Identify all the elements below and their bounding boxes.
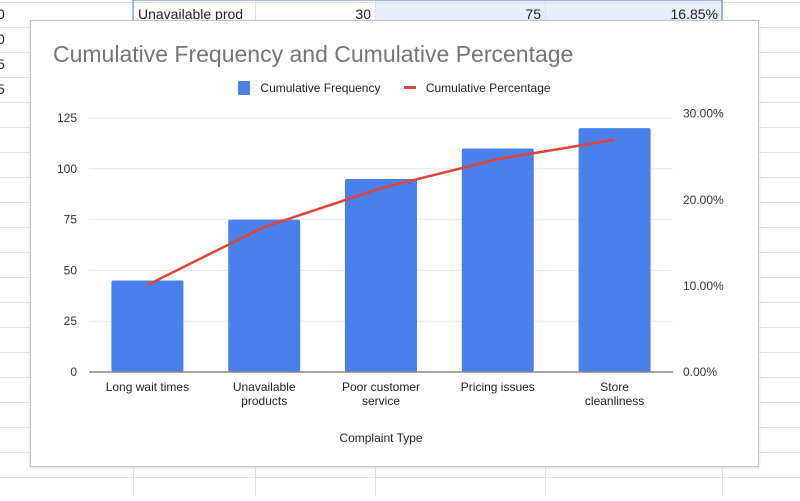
y-left-tick-label: 75 (64, 213, 78, 227)
x-tick-label: Long wait times (106, 380, 189, 394)
y-left-tick-label: 50 (64, 263, 78, 277)
x-tick-label: service (362, 394, 400, 408)
chart[interactable]: Cumulative Frequency and Cumulative Perc… (30, 20, 759, 467)
y-left-tick-label: 125 (57, 111, 77, 125)
y-right-tick-label: 20.00% (683, 193, 724, 207)
x-tick-label: Unavailable (233, 380, 296, 394)
cell-fragment[interactable]: 5 (0, 81, 5, 97)
x-axis-title: Complaint Type (339, 431, 422, 445)
x-tick-label: Store (600, 380, 629, 394)
bar (345, 179, 417, 372)
y-left-tick-label: 100 (57, 162, 77, 176)
y-right-tick-label: 10.00% (683, 279, 724, 293)
y-left-tick-label: 25 (64, 314, 78, 328)
plot-area: 0 25 50 75 100 125 0.00% 10.00% 20.00% 30.00% Long… (31, 21, 758, 466)
y-right-tick-label: 0.00% (683, 365, 717, 379)
y-left-tick-label: 0 (70, 365, 77, 379)
x-tick-label: products (241, 394, 287, 408)
cell-fragment[interactable]: 0 (0, 31, 5, 47)
x-tick-label: Poor customer (342, 380, 420, 394)
bar (111, 281, 183, 372)
bar (462, 148, 534, 372)
y-right-tick-label: 30.00% (683, 107, 724, 121)
x-tick-label: Pricing issues (461, 380, 535, 394)
bar (579, 128, 651, 372)
cell-fragment[interactable]: 0 (0, 6, 5, 22)
cell-fragment[interactable]: 5 (0, 56, 5, 72)
bar (228, 220, 300, 372)
x-tick-label: cleanliness (585, 394, 644, 408)
